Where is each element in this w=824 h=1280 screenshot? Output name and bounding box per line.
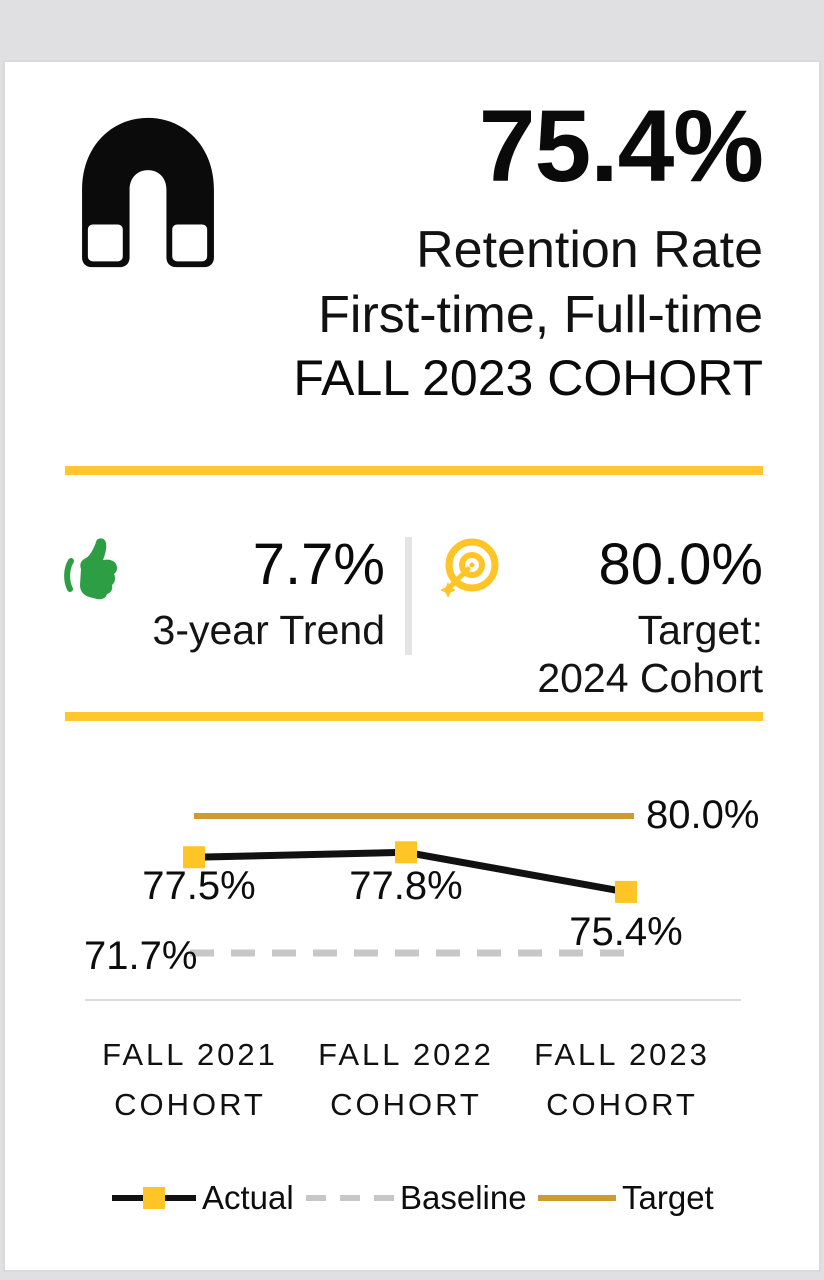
vertical-divider: [405, 537, 412, 655]
point-label-2021: 77.5%: [142, 864, 256, 908]
legend-label-baseline: Baseline: [400, 1179, 527, 1216]
trend-value: 7.7%: [252, 532, 385, 597]
actual-swatch-icon: [112, 1186, 196, 1210]
target-value: 80.0%: [598, 532, 763, 597]
x-label-2022-line1: FALL 2022: [318, 1037, 494, 1072]
target-label-line2: 2024 Cohort: [537, 655, 763, 702]
divider-top: [65, 466, 763, 475]
x-axis-line: [85, 999, 741, 1001]
top-band: [0, 0, 824, 60]
trend-label: 3-year Trend: [152, 607, 385, 653]
cohort-label: FALL 2023 COHORT: [293, 349, 763, 406]
x-label-2022-line2: COHORT: [330, 1087, 482, 1122]
legend-item-baseline: Baseline: [306, 1179, 527, 1216]
target-stat: 80.0% Target: 2024 Cohort: [500, 536, 763, 703]
trend-line-chart: [183, 813, 637, 957]
retention-kpi-card: [3, 60, 821, 1272]
target-label-line1: Target:: [637, 607, 763, 653]
magnet-icon: [82, 117, 214, 268]
target-line-label: 80.0%: [646, 793, 760, 837]
retention-rate-value: 75.4%: [478, 89, 764, 203]
population-label: First-time, Full-time: [318, 285, 763, 344]
legend-label-target: Target: [622, 1179, 714, 1216]
baseline-label: 71.7%: [84, 934, 198, 978]
bullseye-dart-icon: [440, 538, 499, 598]
x-label-2022: FALL 2022 COHORT: [281, 1030, 531, 1130]
target-swatch-icon: [538, 1195, 616, 1201]
trend-stat: 7.7% 3-year Trend: [130, 536, 385, 654]
x-label-2023-line1: FALL 2023: [534, 1037, 710, 1072]
header: 75.4% Retention Rate First-time, Full-ti…: [230, 89, 764, 410]
x-label-2021-line1: FALL 2021: [102, 1037, 278, 1072]
x-label-2023: FALL 2023 COHORT: [497, 1030, 747, 1130]
legend-label-actual: Actual: [202, 1179, 294, 1216]
x-label-2021-line2: COHORT: [114, 1087, 266, 1122]
x-label-2021: FALL 2021 COHORT: [65, 1030, 315, 1130]
baseline-swatch-icon: [306, 1195, 394, 1201]
legend-item-actual: Actual: [112, 1179, 294, 1216]
thumbs-up-icon: [64, 538, 118, 600]
retention-rate-label: Retention Rate: [416, 221, 763, 280]
point-label-2023: 75.4%: [569, 910, 683, 954]
point-label-2022: 77.8%: [349, 864, 463, 908]
x-label-2023-line2: COHORT: [546, 1087, 698, 1122]
divider-bottom: [65, 712, 763, 721]
legend-item-target: Target: [538, 1179, 714, 1216]
